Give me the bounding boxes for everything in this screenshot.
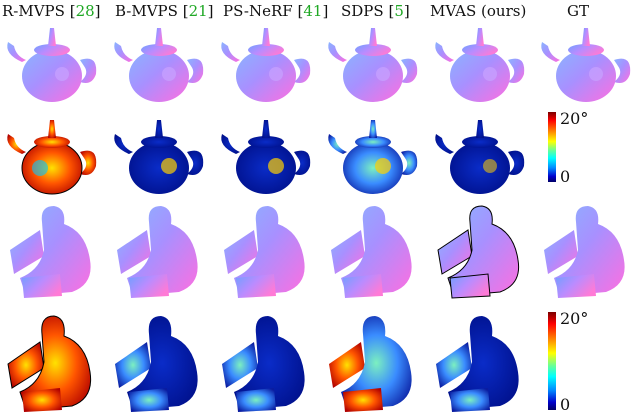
- citation-link[interactable]: 5: [394, 2, 404, 20]
- teapot-error-map: [221, 120, 311, 194]
- figurine-error-map: [7, 315, 92, 412]
- teapot-error-map: [328, 120, 418, 194]
- col-header-gt: GT: [567, 2, 589, 20]
- figurine-error-map: [115, 316, 198, 412]
- teapot-normal-map: [541, 28, 631, 102]
- col-header-mvas: MVAS (ours): [430, 2, 527, 20]
- figurine-error-map: [222, 316, 305, 412]
- teapot-normal-map: [221, 28, 311, 102]
- error-colorbar: [548, 112, 556, 182]
- citation-link[interactable]: 41: [303, 2, 323, 20]
- teapot-normal-map: [435, 28, 525, 102]
- figurine-normal-map: [437, 205, 520, 299]
- figurine-normal-map: [10, 206, 91, 298]
- figurine-normal-map: [117, 206, 198, 298]
- teapot-error-map: [7, 120, 97, 195]
- teapot-error-map: [435, 120, 525, 194]
- citation-link[interactable]: 28: [75, 2, 95, 20]
- colorbar-max-label: 20°: [560, 109, 589, 128]
- citation-link[interactable]: 21: [188, 2, 208, 20]
- error-colorbar: [548, 312, 556, 410]
- figurine-error-map: [329, 316, 412, 412]
- teapot-normal-map: [114, 28, 204, 102]
- col-header-ps-nerf: PS-NeRF [41]: [223, 2, 329, 20]
- colorbar-min-label: 0: [560, 167, 571, 186]
- figurine-error-map: [436, 316, 519, 412]
- figurine-normal-map: [544, 206, 625, 298]
- colorbar-min-label: 0: [560, 395, 571, 414]
- figurine-normal-map: [224, 206, 305, 298]
- col-header-sdps: SDPS [5]: [341, 2, 410, 20]
- figurine-normal-map: [331, 206, 412, 298]
- colorbar-max-label: 20°: [560, 309, 589, 328]
- teapot-normal-map: [7, 28, 97, 102]
- teapot-normal-map: [328, 28, 418, 102]
- col-header-b-mvps: B-MVPS [21]: [115, 2, 214, 20]
- col-header-r-mvps: R-MVPS [28]: [2, 2, 101, 20]
- teapot-error-map: [114, 120, 204, 194]
